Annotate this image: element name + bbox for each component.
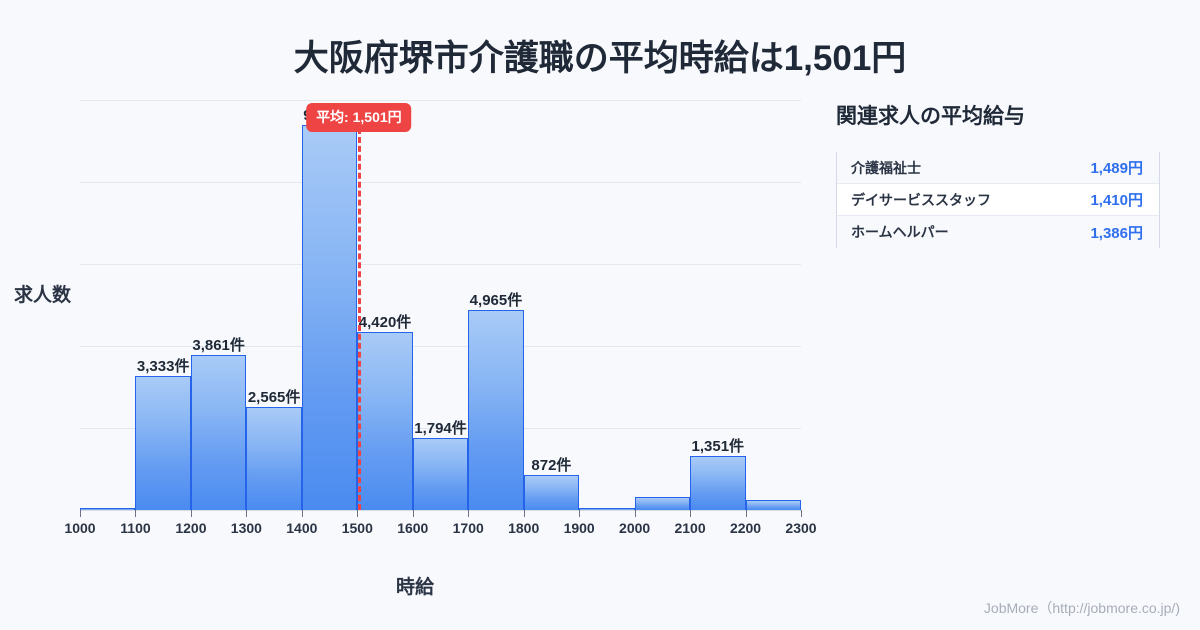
histogram-bar[interactable] (634, 497, 691, 510)
histogram-bar[interactable] (579, 507, 635, 510)
salary-row-value: 1,386円 (1090, 224, 1143, 242)
gridline (80, 264, 801, 265)
bar-value-label: 3,861件 (192, 336, 245, 354)
gridline (80, 100, 801, 101)
histogram-bar[interactable] (468, 310, 524, 510)
x-axis-tick-label: 1500 (341, 520, 373, 536)
histogram-bar[interactable] (135, 376, 191, 510)
histogram-bar[interactable] (412, 437, 469, 510)
plot-area (80, 100, 801, 511)
bar-value-label: 4,965件 (469, 292, 523, 310)
average-line (357, 128, 361, 510)
x-axis-tick-label: 2100 (674, 520, 706, 536)
bar-value-label: 1,794件 (414, 419, 467, 437)
x-axis-title: 時給 (395, 577, 434, 598)
salary-row-name: デイサービススタッフ (851, 191, 991, 208)
x-axis-tick-label: 1000 (64, 520, 96, 536)
salary-row[interactable]: 介護福祉士 1,489円 (837, 152, 1159, 184)
related-salary-title: 関連求人の平均給与 (836, 105, 1025, 128)
x-axis-tick-label: 1900 (563, 520, 595, 536)
x-axis-tick (190, 510, 192, 517)
x-axis-tick-label: 1600 (397, 520, 429, 536)
x-axis-tick-label: 2200 (729, 520, 762, 536)
bar-value-label: 1,351件 (691, 437, 745, 455)
x-axis-tick (135, 510, 137, 517)
salary-row-name: ホームヘルパー (851, 224, 949, 240)
x-axis-tick-label: 2300 (785, 520, 817, 536)
histogram-bar[interactable] (357, 332, 413, 510)
related-salary-table: 介護福祉士 1,489円デイサービススタッフ 1,410円ホームヘルパー 1,386円 (836, 152, 1160, 248)
page-title: 大阪府堺市介護職の平均時給は1,501円 (293, 39, 907, 78)
histogram-bar[interactable] (301, 124, 358, 510)
gridline (80, 346, 801, 347)
salary-row-value: 1,410円 (1090, 192, 1143, 209)
x-axis-baseline (80, 510, 801, 511)
salary-row[interactable]: ホームヘルパー 1,386円 (837, 216, 1159, 248)
x-axis-tick (357, 510, 359, 517)
histogram-bar[interactable] (690, 455, 746, 510)
histogram-bar[interactable] (190, 354, 247, 510)
histogram-chart: 3,333件3,861件2,565件9,584件4,420件1,794件4,96… (14, 100, 817, 598)
y-axis-title: 求人数 (14, 285, 72, 306)
salary-row-name: 介護福祉士 (851, 159, 921, 176)
average-badge: 平均: 1,501円 (306, 103, 412, 132)
x-axis-tick-label: 1300 (230, 520, 262, 536)
bar-value-label: 872件 (531, 456, 572, 474)
salary-row[interactable]: デイサービススタッフ 1,410円 (837, 184, 1159, 216)
bar-value-label: 2,565件 (247, 388, 301, 406)
x-axis-tick-label: 1100 (120, 520, 151, 536)
x-axis-tick (745, 510, 747, 517)
x-axis-tick-label: 1700 (452, 520, 484, 536)
histogram-bar[interactable] (80, 508, 136, 510)
x-axis-tick (523, 510, 525, 517)
x-axis-tick-label: 1800 (508, 520, 540, 536)
bar-value-label: 4,420件 (358, 314, 412, 332)
x-axis-tick (80, 510, 81, 517)
x-axis-tick (468, 510, 470, 517)
histogram-bar[interactable] (523, 474, 580, 510)
x-axis-tick-label: 1400 (286, 520, 318, 536)
x-axis-tick (690, 510, 692, 517)
salary-row-value: 1,489円 (1090, 160, 1143, 177)
x-axis-tick (246, 510, 248, 517)
gridline (80, 182, 801, 183)
x-axis-tick (301, 510, 303, 517)
x-axis-tick (801, 510, 802, 517)
gridline (80, 428, 801, 429)
histogram-bar[interactable] (246, 406, 302, 510)
histogram-bar[interactable] (745, 500, 801, 510)
x-axis-tick (412, 510, 414, 517)
x-axis-tick-label: 1200 (175, 520, 207, 536)
related-salary-panel: 関連求人の平均給与 介護福祉士 1,489円デイサービススタッフ 1,410円ホーム… (836, 100, 1166, 248)
x-axis-tick (634, 510, 636, 517)
footer-watermark: JobMore（http://jobmore.co.jp/) (983, 600, 1180, 616)
x-axis-tick (579, 510, 581, 517)
bar-value-label: 3,333件 (136, 358, 190, 376)
x-axis-tick-label: 2000 (619, 520, 651, 536)
